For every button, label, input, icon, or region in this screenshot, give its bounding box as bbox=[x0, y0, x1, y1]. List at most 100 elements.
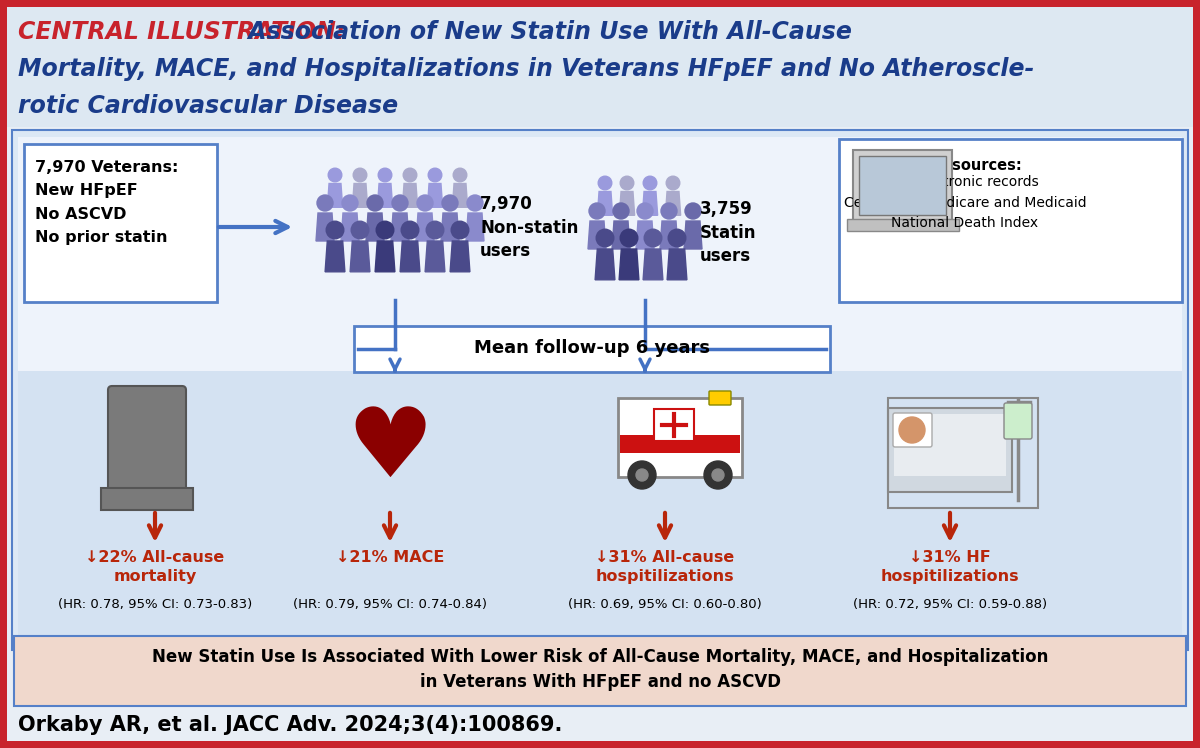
Polygon shape bbox=[325, 241, 344, 272]
Polygon shape bbox=[377, 183, 392, 207]
Polygon shape bbox=[316, 213, 334, 241]
Text: rotic Cardiovascular Disease: rotic Cardiovascular Disease bbox=[18, 94, 398, 118]
Circle shape bbox=[620, 229, 638, 247]
Circle shape bbox=[636, 469, 648, 481]
Polygon shape bbox=[598, 191, 613, 215]
Polygon shape bbox=[643, 249, 662, 280]
Polygon shape bbox=[425, 241, 445, 272]
Circle shape bbox=[467, 195, 482, 211]
Text: (HR: 0.69, 95% CI: 0.60-0.80): (HR: 0.69, 95% CI: 0.60-0.80) bbox=[568, 598, 762, 611]
FancyBboxPatch shape bbox=[620, 435, 740, 453]
Polygon shape bbox=[636, 221, 654, 249]
FancyBboxPatch shape bbox=[24, 144, 217, 302]
Text: ↓31% HF
hospitilizations: ↓31% HF hospitilizations bbox=[881, 550, 1019, 583]
Circle shape bbox=[451, 221, 469, 239]
FancyBboxPatch shape bbox=[859, 156, 946, 215]
Text: (HR: 0.72, 95% CI: 0.59-0.88): (HR: 0.72, 95% CI: 0.59-0.88) bbox=[853, 598, 1048, 611]
Text: CENTRAL ILLUSTRATION:: CENTRAL ILLUSTRATION: bbox=[18, 20, 346, 44]
Circle shape bbox=[712, 469, 724, 481]
FancyBboxPatch shape bbox=[839, 139, 1182, 302]
Circle shape bbox=[377, 221, 394, 239]
Circle shape bbox=[620, 177, 634, 190]
Polygon shape bbox=[442, 213, 458, 241]
Circle shape bbox=[454, 168, 467, 182]
Circle shape bbox=[668, 229, 686, 247]
Polygon shape bbox=[588, 221, 606, 249]
Circle shape bbox=[428, 168, 442, 182]
Polygon shape bbox=[450, 241, 470, 272]
Circle shape bbox=[352, 221, 368, 239]
Text: VA electronic records
Centers for Medicare and Medicaid
National Death Index: VA electronic records Centers for Medica… bbox=[844, 175, 1086, 230]
Circle shape bbox=[317, 195, 334, 211]
Polygon shape bbox=[642, 191, 658, 215]
FancyBboxPatch shape bbox=[894, 414, 1006, 476]
Circle shape bbox=[637, 203, 653, 219]
FancyBboxPatch shape bbox=[12, 130, 1188, 650]
Text: Mean follow-up 6 years: Mean follow-up 6 years bbox=[474, 339, 710, 357]
Circle shape bbox=[326, 221, 344, 239]
FancyBboxPatch shape bbox=[354, 326, 830, 372]
Polygon shape bbox=[391, 213, 409, 241]
Polygon shape bbox=[665, 191, 680, 215]
Circle shape bbox=[661, 203, 677, 219]
Polygon shape bbox=[376, 241, 395, 272]
Circle shape bbox=[589, 203, 605, 219]
Circle shape bbox=[403, 168, 416, 182]
Polygon shape bbox=[427, 183, 443, 207]
Circle shape bbox=[643, 177, 656, 190]
Circle shape bbox=[599, 177, 612, 190]
FancyBboxPatch shape bbox=[1004, 403, 1032, 439]
FancyBboxPatch shape bbox=[14, 636, 1186, 706]
FancyBboxPatch shape bbox=[7, 7, 1193, 127]
FancyBboxPatch shape bbox=[18, 137, 1182, 371]
Text: 3,759
Statin
users: 3,759 Statin users bbox=[700, 200, 756, 266]
Circle shape bbox=[367, 195, 383, 211]
Circle shape bbox=[685, 203, 701, 219]
Polygon shape bbox=[366, 213, 384, 241]
FancyBboxPatch shape bbox=[654, 409, 694, 441]
Circle shape bbox=[666, 177, 679, 190]
Polygon shape bbox=[400, 241, 420, 272]
Text: ♥: ♥ bbox=[347, 403, 433, 497]
Text: New Statin Use Is Associated With Lower Risk of All-Cause Mortality, MACE, and H: New Statin Use Is Associated With Lower … bbox=[152, 648, 1048, 691]
FancyBboxPatch shape bbox=[847, 219, 959, 231]
FancyBboxPatch shape bbox=[709, 391, 731, 405]
Circle shape bbox=[596, 229, 613, 247]
Text: 7,970 Veterans:
New HFpEF
No ASCVD
No prior statin: 7,970 Veterans: New HFpEF No ASCVD No pr… bbox=[35, 160, 179, 245]
Polygon shape bbox=[619, 249, 638, 280]
Circle shape bbox=[418, 195, 433, 211]
Text: Orkaby AR, et al. JACC Adv. 2024;3(4):100869.: Orkaby AR, et al. JACC Adv. 2024;3(4):10… bbox=[18, 715, 563, 735]
FancyBboxPatch shape bbox=[101, 488, 193, 510]
Text: Data sources:: Data sources: bbox=[908, 158, 1022, 173]
Polygon shape bbox=[667, 249, 686, 280]
FancyBboxPatch shape bbox=[108, 386, 186, 499]
FancyBboxPatch shape bbox=[7, 7, 1193, 741]
Polygon shape bbox=[350, 241, 370, 272]
Circle shape bbox=[899, 417, 925, 443]
Circle shape bbox=[644, 229, 662, 247]
Polygon shape bbox=[612, 221, 630, 249]
FancyBboxPatch shape bbox=[853, 150, 952, 222]
Circle shape bbox=[704, 461, 732, 489]
Polygon shape bbox=[416, 213, 434, 241]
Polygon shape bbox=[402, 183, 418, 207]
Polygon shape bbox=[619, 191, 635, 215]
Text: Association of New Statin Use With All-Cause: Association of New Statin Use With All-C… bbox=[240, 20, 852, 44]
Text: 7,970
Non-statin
users: 7,970 Non-statin users bbox=[480, 195, 578, 260]
Text: (HR: 0.79, 95% CI: 0.74-0.84): (HR: 0.79, 95% CI: 0.74-0.84) bbox=[293, 598, 487, 611]
FancyBboxPatch shape bbox=[893, 413, 932, 447]
Polygon shape bbox=[341, 213, 359, 241]
Polygon shape bbox=[452, 183, 468, 207]
Circle shape bbox=[342, 195, 358, 211]
Text: ↓22% All-cause
mortality: ↓22% All-cause mortality bbox=[85, 550, 224, 583]
Text: Mortality, MACE, and Hospitalizations in Veterans HFpEF and No Atheroscle-: Mortality, MACE, and Hospitalizations in… bbox=[18, 57, 1034, 81]
Circle shape bbox=[329, 168, 342, 182]
Circle shape bbox=[401, 221, 419, 239]
Circle shape bbox=[353, 168, 367, 182]
Circle shape bbox=[628, 461, 656, 489]
Circle shape bbox=[442, 195, 458, 211]
FancyBboxPatch shape bbox=[618, 398, 742, 477]
Circle shape bbox=[613, 203, 629, 219]
FancyBboxPatch shape bbox=[888, 408, 1012, 492]
Circle shape bbox=[426, 221, 444, 239]
